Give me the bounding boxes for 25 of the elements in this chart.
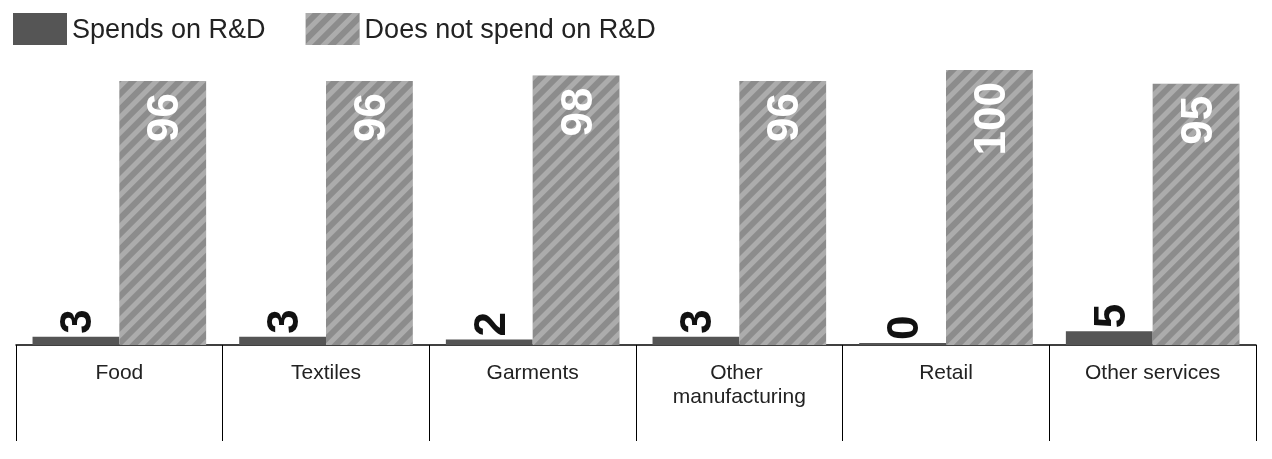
bar [445,339,533,345]
data-label: 0 [878,315,928,340]
data-label: 95 [1171,95,1221,145]
legend-label: Does not spend on R&D [364,14,656,44]
x-tick-label: Retail [919,359,973,383]
data-label: 5 [1084,303,1134,329]
data-label: 3 [51,309,101,334]
data-label: 3 [671,309,721,334]
legend-label: Spends on R&D [72,14,266,44]
data-label: 96 [344,93,394,142]
x-tick-label: Textiles [290,359,362,383]
x-tick-label: Other services [1084,359,1221,383]
data-label: 2 [464,312,514,337]
data-label: 100 [964,82,1014,156]
data-label: 96 [138,93,188,142]
bar [652,336,740,345]
x-tick-label: Garments [486,359,579,383]
bar [32,336,120,345]
x-tick-label: Other manufacturing [672,359,806,407]
data-label: 98 [551,87,601,137]
data-label: 3 [258,309,308,334]
bar [1065,331,1153,345]
x-tick-label: Food [95,359,144,383]
data-label: 96 [758,93,808,142]
bar [239,336,326,345]
